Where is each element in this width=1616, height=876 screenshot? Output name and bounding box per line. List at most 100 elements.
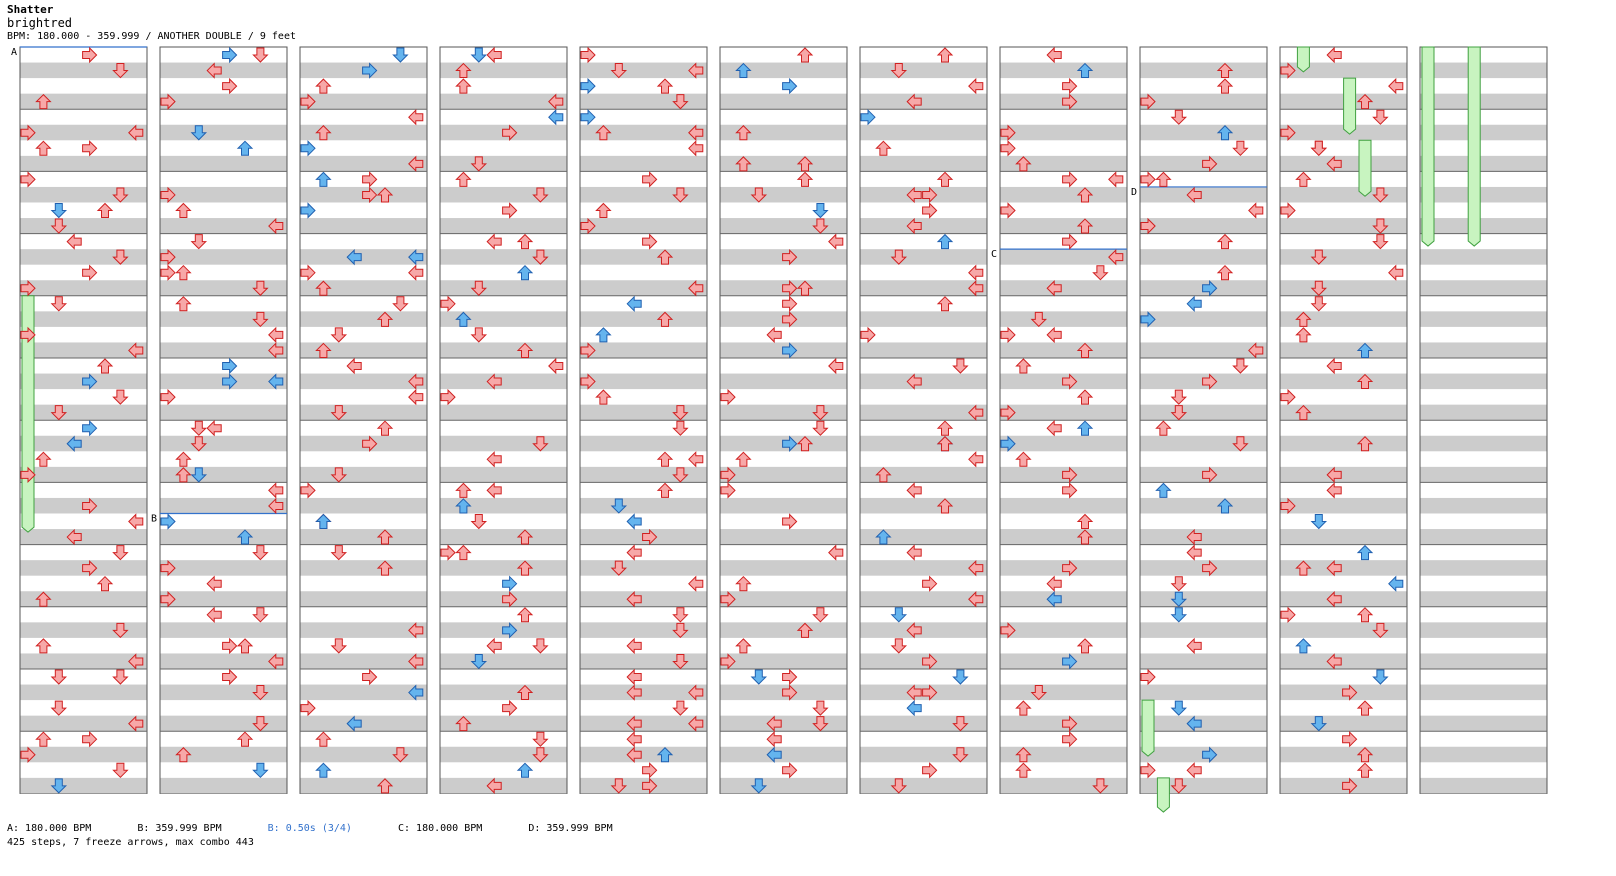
beat-stripe: [580, 373, 707, 390]
freeze-arrow: [1358, 139, 1372, 197]
beat-stripe: [20, 529, 147, 545]
beat-stripe: [160, 280, 287, 296]
beat-stripe: [1280, 342, 1407, 358]
beat-stripe: [1140, 529, 1267, 545]
beat-stripe: [860, 777, 987, 794]
beat-stripe: [1420, 342, 1547, 358]
beat-stripe: [720, 373, 847, 390]
bpm-legend: A: 180.000 BPM B: 359.999 BPM B: 0.50s (…: [7, 822, 653, 836]
beat-stripe: [720, 404, 847, 421]
beat-stripe: [1280, 435, 1407, 452]
beat-stripe: [580, 124, 707, 141]
beat-stripe: [160, 466, 287, 483]
beat-stripe: [160, 342, 287, 358]
beat-stripe: [860, 373, 987, 390]
beat-stripe: [440, 715, 567, 732]
chart-column: [1279, 46, 1408, 794]
chart-column: [19, 46, 148, 794]
beat-stripe: [160, 186, 287, 203]
freeze-arrow: [1343, 77, 1357, 135]
beat-stripe: [1420, 622, 1547, 638]
beat-stripe: [1280, 497, 1407, 514]
bpm-marker-label: C: [991, 249, 997, 260]
beat-stripe: [860, 497, 987, 514]
chart-column: [299, 46, 428, 794]
chart-column: [579, 46, 708, 794]
beat-stripe: [300, 342, 427, 358]
beat-stripe: [1000, 591, 1127, 607]
chart-column: [999, 46, 1128, 794]
beat-stripe: [1420, 186, 1547, 203]
beat-stripe: [440, 280, 567, 296]
beat-stripe: [20, 435, 147, 452]
beat-stripe: [1000, 684, 1127, 701]
beat-stripe: [1140, 404, 1267, 421]
beat-stripe: [720, 124, 847, 141]
beat-stripe: [20, 404, 147, 421]
beat-stripe: [160, 777, 287, 794]
beat-stripe: [860, 93, 987, 110]
beat-stripe: [20, 466, 147, 483]
beat-stripe: [440, 155, 567, 172]
beat-stripe: [720, 591, 847, 607]
beat-stripe: [160, 435, 287, 452]
beat-stripe: [160, 715, 287, 732]
beat-stripe: [20, 591, 147, 607]
beat-stripe: [580, 560, 707, 576]
beat-stripe: [720, 62, 847, 79]
beat-stripe: [1420, 124, 1547, 141]
beat-stripe: [300, 746, 427, 763]
beat-stripe: [860, 746, 987, 763]
beat-stripe: [1420, 653, 1547, 669]
beat-stripe: [160, 529, 287, 545]
beat-stripe: [580, 342, 707, 358]
beat-stripe: [1420, 155, 1547, 172]
beat-stripe: [1280, 373, 1407, 390]
beat-stripe: [1000, 124, 1127, 141]
beat-stripe: [440, 342, 567, 358]
beat-stripe: [1000, 435, 1127, 452]
beat-stripe: [720, 529, 847, 545]
beat-stripe: [300, 218, 427, 234]
beat-stripe: [1000, 497, 1127, 514]
beat-stripe: [20, 62, 147, 79]
beat-stripe: [160, 62, 287, 79]
beat-stripe: [720, 746, 847, 763]
beat-stripe: [720, 622, 847, 638]
beat-stripe: [1280, 622, 1407, 638]
beat-stripe: [1140, 591, 1267, 607]
beat-stripe: [1140, 186, 1267, 203]
beat-stripe: [160, 560, 287, 576]
beat-stripe: [20, 124, 147, 141]
beat-stripe: [860, 311, 987, 327]
chart-column: [1419, 46, 1548, 794]
beat-stripe: [440, 777, 567, 794]
beat-stripe: [1140, 342, 1267, 358]
beat-stripe: [720, 497, 847, 514]
chart-column: [719, 46, 848, 794]
freeze-arrow: [1421, 46, 1435, 247]
beat-stripe: [20, 653, 147, 669]
beat-stripe: [580, 218, 707, 234]
song-header: Shatter brightred BPM: 180.000 - 359.999…: [7, 3, 296, 43]
beat-stripe: [1280, 560, 1407, 576]
beat-stripe: [1140, 218, 1267, 234]
chart-column: [1139, 46, 1268, 794]
beat-stripe: [440, 466, 567, 483]
chart-footer: A: 180.000 BPM B: 359.999 BPM B: 0.50s (…: [7, 822, 653, 850]
beat-stripe: [860, 342, 987, 358]
bpm-c-label: C: 180.000 BPM: [397, 823, 483, 834]
beat-stripe: [20, 218, 147, 234]
bpm-marker-label: A: [11, 47, 17, 58]
beat-stripe: [1420, 560, 1547, 576]
beat-stripe: [1280, 311, 1407, 327]
beat-stripe: [1420, 249, 1547, 265]
beat-stripe: [300, 529, 427, 545]
beat-stripe: [20, 155, 147, 172]
beat-stripe: [720, 93, 847, 110]
beat-stripe: [160, 249, 287, 265]
beat-stripe: [1420, 497, 1547, 514]
beat-stripe: [580, 591, 707, 607]
beat-stripe: [860, 280, 987, 296]
